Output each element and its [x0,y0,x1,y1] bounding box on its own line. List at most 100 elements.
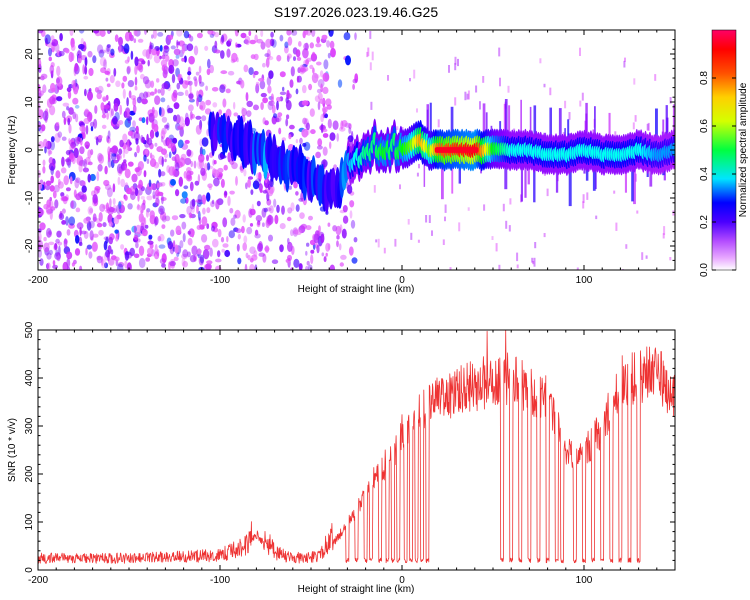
noise-speckle [249,246,256,254]
noise-speckle [342,205,348,213]
noise-speckle [227,152,231,163]
snr-x-label: Height of straight line (km) [298,584,415,595]
noise-speckle [172,59,179,67]
noise-speckle [321,252,325,257]
noise-speckle [61,136,67,141]
noise-speckle [279,71,286,78]
noise-speckle [176,30,183,37]
colorbar-tick-label: 0.8 [699,71,710,85]
noise-speckle [322,72,330,82]
noise-speckle [322,133,329,138]
faint-speckle [479,101,481,110]
snr-y-tick-label: 500 [24,321,35,338]
noise-speckle [316,36,321,44]
noise-speckle [147,59,150,67]
noise-speckle [341,120,348,127]
noise-speckle [248,208,253,218]
noise-speckle [142,229,148,237]
noise-speckle [175,54,180,59]
noise-speckle [123,144,130,155]
noise-speckle [322,108,327,116]
noise-speckle [57,181,64,189]
noise-speckle [84,141,90,149]
noise-speckle [107,251,110,262]
ridge-streak [482,103,486,150]
noise-speckle [211,225,215,232]
noise-speckle [117,167,123,176]
noise-speckle [350,219,356,229]
noise-speckle [113,159,119,164]
noise-speckle [48,47,52,57]
noise-speckle [123,43,130,54]
noise-speckle [224,249,231,258]
noise-speckle [204,244,211,251]
noise-speckle [55,170,61,179]
noise-speckle [250,189,254,196]
noise-speckle [317,101,321,111]
faint-speckle [369,62,372,71]
noise-speckle [164,158,167,163]
noise-speckle [112,198,116,205]
noise-speckle [320,233,325,244]
noise-speckle [245,252,249,259]
noise-speckle [286,53,292,59]
noise-speckle [199,105,204,110]
noise-speckle [84,65,88,75]
noise-speckle [74,178,80,189]
noise-speckle [56,84,60,93]
noise-speckle [193,160,197,169]
ridge-streak [608,112,611,155]
noise-speckle [173,48,181,56]
noise-speckle [177,73,181,82]
noise-speckle [186,149,192,157]
noise-speckle [251,203,255,215]
noise-speckle [188,104,194,112]
faint-speckle [401,127,404,131]
noise-speckle [263,207,268,213]
ridge-streak [655,108,658,155]
noise-speckle [50,136,55,143]
noise-speckle [317,92,323,100]
noise-speckle [118,44,122,53]
noise-speckle [143,154,147,162]
noise-speckle [79,265,83,270]
faint-speckle [387,75,389,81]
noise-speckle [298,263,303,270]
snr-x-tick-label: -100 [210,575,230,586]
snr-y-tick-label: 100 [24,513,35,530]
noise-speckle [217,250,221,258]
faint-speckle [633,78,636,85]
noise-speckle [147,52,153,60]
noise-speckle [233,101,236,110]
noise-speckle [286,93,292,99]
noise-speckle [182,123,186,127]
noise-speckle [299,137,303,145]
snr-y-axis: 0 100 200 300 400 500 [24,321,675,573]
noise-speckle [306,242,310,247]
noise-speckle [303,42,309,51]
noise-speckle [54,243,58,250]
noise-speckle [167,107,174,114]
noise-speckle [323,256,327,263]
ridge-streak [504,99,508,150]
noise-speckle [57,131,63,138]
noise-speckle [179,240,184,249]
faint-speckle [454,63,457,71]
noise-speckle [111,153,117,157]
faint-speckle [371,51,374,61]
noise-speckle [289,124,295,130]
noise-speckle [66,229,71,236]
noise-speckle [42,110,49,121]
noise-speckle [154,142,158,147]
noise-speckle [98,212,103,222]
noise-speckle [213,160,217,165]
noise-speckle [62,102,70,107]
noise-speckle [148,112,155,123]
noise-speckle [307,264,313,270]
noise-speckle [187,80,193,86]
noise-speckle [233,112,239,117]
noise-speckle [127,203,133,210]
noise-speckle [286,30,292,36]
noise-speckle [119,104,123,115]
